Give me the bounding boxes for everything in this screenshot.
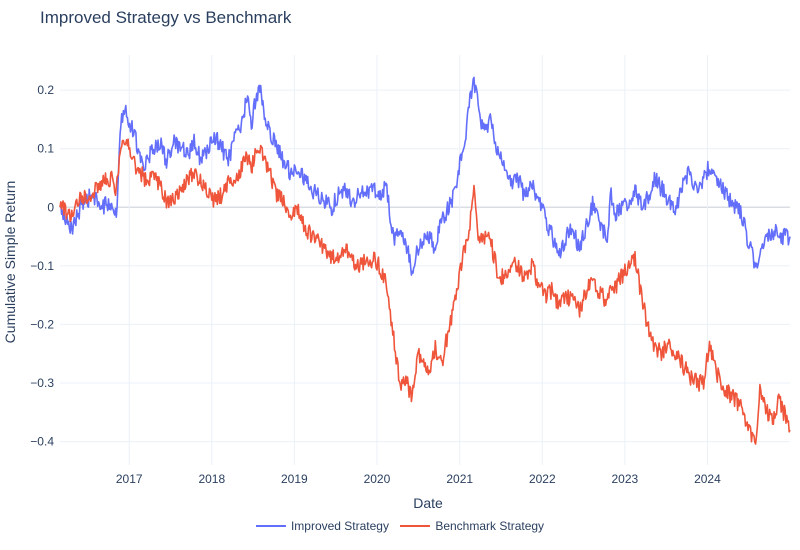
y-axis-ticks: 0.2 0.1 0 −0.1 −0.2 −0.3 −0.4 xyxy=(30,83,54,448)
legend-label-benchmark: Benchmark Strategy xyxy=(435,519,545,533)
x-tick-label: 2020 xyxy=(364,472,391,486)
x-tick-label: 2018 xyxy=(198,472,225,486)
series-line-improved xyxy=(59,76,791,276)
legend-swatch-improved xyxy=(255,525,286,527)
y-tick-label: 0.2 xyxy=(37,83,54,97)
y-tick-label: −0.3 xyxy=(30,376,54,390)
legend-item-benchmark[interactable]: Benchmark Strategy xyxy=(400,519,544,533)
x-tick-label: 2021 xyxy=(446,472,473,486)
x-tick-label: 2022 xyxy=(529,472,556,486)
legend: Improved Strategy Benchmark Strategy xyxy=(0,516,800,533)
x-axis-title: Date xyxy=(413,495,443,511)
y-axis-title: Cumulative Simple Return xyxy=(2,181,18,344)
series-line-benchmark xyxy=(59,138,791,445)
x-axis-ticks: 2017 2018 2019 2020 2021 2022 2023 2024 xyxy=(116,472,721,486)
x-tick-label: 2024 xyxy=(694,472,721,486)
legend-swatch-benchmark xyxy=(400,525,431,527)
y-tick-label: −0.2 xyxy=(30,317,54,331)
y-tick-label: −0.1 xyxy=(30,259,54,273)
x-tick-label: 2019 xyxy=(281,472,308,486)
y-tick-label: 0.1 xyxy=(37,142,54,156)
chart-title: Improved Strategy vs Benchmark xyxy=(40,8,292,27)
y-tick-label: −0.4 xyxy=(30,435,54,449)
gridlines xyxy=(60,55,790,465)
y-tick-label: 0 xyxy=(47,200,54,214)
x-tick-label: 2017 xyxy=(116,472,143,486)
x-tick-label: 2023 xyxy=(612,472,639,486)
legend-item-improved[interactable]: Improved Strategy xyxy=(255,519,389,533)
series-layer xyxy=(59,76,791,445)
legend-label-improved: Improved Strategy xyxy=(290,519,389,533)
